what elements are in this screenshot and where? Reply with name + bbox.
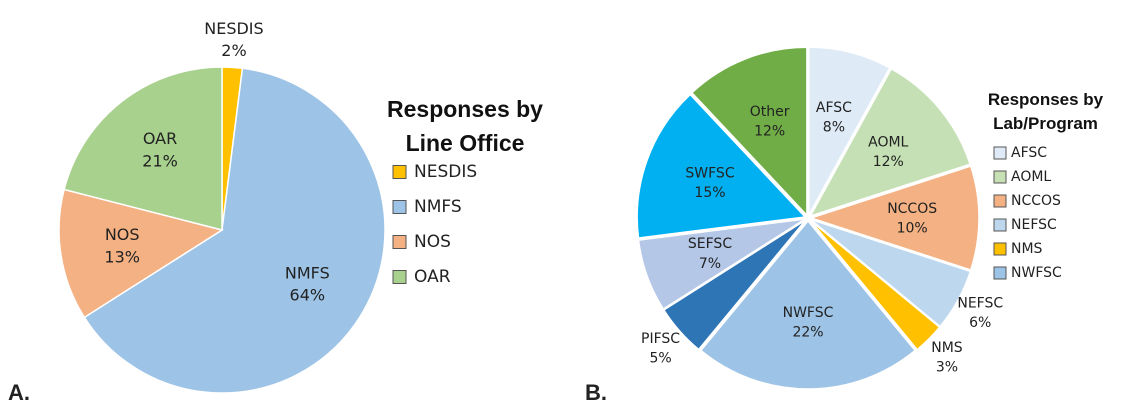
- slice-label: NMS: [931, 340, 963, 356]
- legend-label: NOS: [414, 232, 451, 252]
- pie-slice: [63, 66, 223, 231]
- legend-label: NMFS: [414, 197, 462, 217]
- pie-slice: [83, 67, 386, 394]
- legend-title: Responses by Lab/Program: [987, 90, 1104, 133]
- slice-value-label: 8%: [823, 120, 845, 136]
- pie-slice: [808, 67, 972, 218]
- slice-label: NEFSC: [957, 296, 1003, 312]
- slice-label: NCCOS: [887, 201, 937, 217]
- pie-slice: [808, 165, 980, 271]
- slice-value-label: 13%: [104, 247, 140, 266]
- pie-slice: [662, 219, 807, 351]
- legend-label: AFSC: [1011, 145, 1047, 161]
- pie-slice: [636, 93, 807, 239]
- pie-slice: [810, 218, 972, 328]
- legend-swatch: [993, 194, 1007, 208]
- legend-swatch: [993, 266, 1007, 280]
- slice-value-label: 64%: [290, 286, 326, 305]
- pie-slice: [809, 219, 941, 351]
- slice-label: NOS: [105, 225, 140, 244]
- panel-label: B.: [585, 380, 607, 405]
- slice-label: Other: [750, 104, 790, 120]
- slice-value-label: 22%: [792, 325, 823, 341]
- panel-label: A.: [8, 380, 30, 405]
- pie-slice: [699, 219, 917, 390]
- slice-value-label: 12%: [754, 124, 785, 140]
- legend-swatch: [392, 235, 407, 249]
- slice-label: AFSC: [816, 100, 852, 116]
- pie-slice: [807, 46, 891, 216]
- slice-value-label: 7%: [699, 256, 721, 272]
- slice-value-label: 3%: [936, 359, 958, 375]
- slice-value-label: 10%: [897, 221, 928, 237]
- slice-label: NMFS: [285, 263, 330, 282]
- legend-swatch: [392, 200, 407, 214]
- slice-value-label: 5%: [649, 350, 671, 366]
- legend-swatch: [993, 218, 1007, 232]
- legend-label: NCCOS: [1011, 193, 1061, 209]
- legend-label: OAR: [414, 267, 451, 287]
- slice-label: OAR: [143, 129, 177, 148]
- legend-label: AOML: [1011, 169, 1051, 185]
- legend-swatch: [392, 165, 407, 179]
- slice-value-label: 21%: [142, 152, 178, 171]
- legend-swatch: [993, 170, 1007, 184]
- legend-label: NESDIS: [414, 162, 477, 182]
- legend-swatch: [993, 146, 1007, 160]
- legend-swatch: [993, 242, 1007, 256]
- legend-title: Responses by Line Office: [387, 96, 543, 156]
- slice-value-label: 15%: [694, 185, 725, 201]
- legend-label: NWFSC: [1011, 265, 1062, 281]
- slice-label: SWFSC: [685, 166, 734, 182]
- slice-value-label: 12%: [873, 154, 904, 170]
- slice-value-label: 6%: [969, 315, 991, 331]
- legend-swatch: [392, 270, 407, 284]
- pie-slice: [58, 188, 224, 319]
- slice-label: PIFSC: [641, 331, 680, 347]
- legend-label: NEFSC: [1011, 217, 1057, 233]
- pie-slice: [690, 46, 808, 218]
- slice-label: NESDIS: [204, 19, 263, 38]
- slice-label: NWFSC: [783, 305, 834, 321]
- slice-label: AOML: [868, 135, 908, 151]
- legend-label: NMS: [1011, 241, 1043, 257]
- slice-label: SEFSC: [688, 236, 732, 252]
- pie-slice: [637, 218, 806, 311]
- slice-value-label: 2%: [221, 41, 246, 60]
